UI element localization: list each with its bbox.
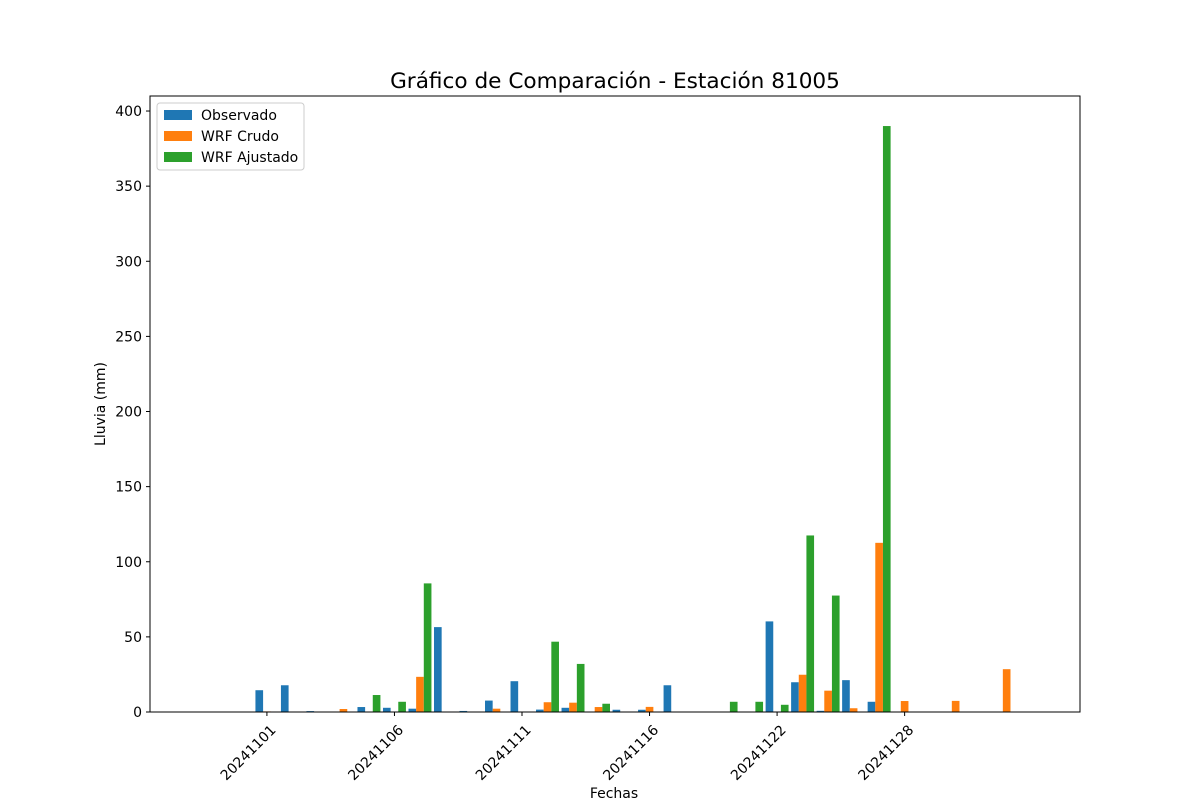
bar bbox=[416, 676, 424, 712]
bar bbox=[561, 707, 570, 712]
bar bbox=[842, 680, 850, 712]
y-tick-label: 150 bbox=[115, 480, 142, 496]
bar bbox=[255, 690, 264, 712]
bar bbox=[398, 701, 406, 712]
y-tick-label: 350 bbox=[115, 179, 142, 195]
bar bbox=[765, 621, 774, 712]
bar bbox=[849, 708, 858, 712]
bar bbox=[510, 681, 519, 712]
bar bbox=[755, 701, 764, 712]
y-tick-label: 50 bbox=[124, 630, 142, 646]
chart-title: Gráfico de Comparación - Estación 81005 bbox=[390, 69, 840, 94]
bar bbox=[1002, 669, 1011, 712]
plot-frame bbox=[149, 95, 1081, 713]
legend-label: WRF Ajustado bbox=[201, 150, 298, 166]
y-tick-label: 300 bbox=[115, 254, 142, 270]
bar bbox=[594, 707, 603, 712]
legend-swatch bbox=[164, 131, 192, 141]
legend: Observado WRF Crudo WRF Ajustado bbox=[156, 102, 305, 171]
bar bbox=[280, 685, 289, 712]
bar bbox=[339, 709, 348, 712]
bar bbox=[492, 708, 501, 712]
bar bbox=[951, 700, 960, 712]
bar bbox=[543, 702, 552, 712]
bars bbox=[255, 126, 1011, 713]
y-tick-label: 0 bbox=[133, 705, 142, 721]
bar bbox=[536, 709, 544, 712]
bar bbox=[569, 702, 577, 712]
bar bbox=[423, 583, 432, 712]
bar bbox=[382, 707, 391, 712]
legend-label: WRF Crudo bbox=[201, 129, 279, 145]
bar bbox=[867, 701, 876, 712]
bar bbox=[831, 595, 840, 712]
y-tick-label: 400 bbox=[115, 104, 142, 120]
y-tick-label: 250 bbox=[115, 329, 142, 345]
bar bbox=[612, 709, 621, 712]
bar bbox=[875, 542, 883, 712]
bar bbox=[576, 663, 585, 712]
bar bbox=[780, 704, 789, 712]
legend-swatch bbox=[164, 152, 192, 162]
bar bbox=[357, 707, 366, 712]
legend-swatch bbox=[164, 110, 192, 120]
y-tick-label: 200 bbox=[115, 405, 142, 421]
y-tick-label: 100 bbox=[115, 555, 142, 571]
bar bbox=[882, 126, 891, 713]
y-axis-label: Lluvia (mm) bbox=[93, 362, 109, 446]
legend-box bbox=[156, 102, 305, 171]
bar bbox=[663, 685, 672, 712]
bar bbox=[602, 703, 610, 712]
bar bbox=[551, 641, 559, 712]
bar bbox=[372, 695, 381, 712]
bar bbox=[900, 701, 909, 712]
legend-label: Observado bbox=[201, 108, 277, 124]
y-axis: 0 50 100 150 200 250 300 350 400 bbox=[115, 104, 150, 721]
bar bbox=[434, 627, 442, 712]
bar bbox=[645, 706, 654, 712]
bar bbox=[485, 700, 493, 712]
bar bbox=[824, 690, 832, 712]
bar bbox=[806, 535, 815, 712]
bar bbox=[816, 710, 825, 712]
bar bbox=[798, 674, 807, 712]
bar bbox=[638, 709, 646, 712]
bar bbox=[791, 682, 799, 712]
bar bbox=[408, 708, 417, 712]
x-axis-label: Fechas bbox=[590, 786, 638, 800]
bar bbox=[729, 701, 738, 712]
bar bbox=[459, 710, 468, 712]
